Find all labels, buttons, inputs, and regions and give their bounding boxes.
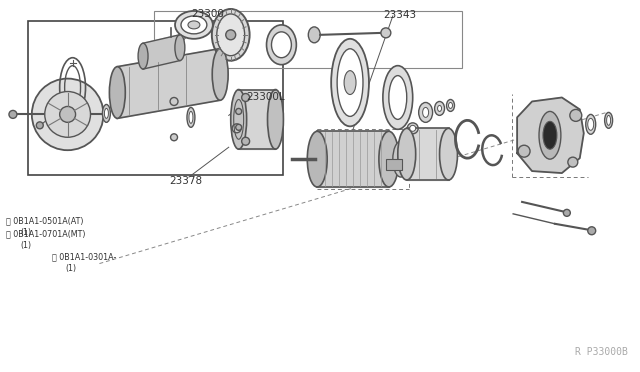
Text: Ⓑ 0B1A1-0501A(AT): Ⓑ 0B1A1-0501A(AT) [6, 217, 83, 226]
Ellipse shape [422, 108, 429, 118]
Circle shape [407, 123, 418, 134]
Ellipse shape [181, 16, 207, 34]
Text: 23300: 23300 [191, 9, 224, 19]
Polygon shape [407, 128, 449, 180]
Ellipse shape [102, 105, 110, 122]
Ellipse shape [189, 112, 193, 124]
Ellipse shape [337, 49, 363, 116]
Ellipse shape [449, 102, 452, 108]
Circle shape [568, 157, 578, 167]
Ellipse shape [331, 39, 369, 126]
Ellipse shape [393, 141, 409, 177]
Ellipse shape [435, 102, 445, 115]
Polygon shape [117, 48, 220, 118]
Ellipse shape [138, 43, 148, 69]
Circle shape [232, 124, 241, 133]
Circle shape [563, 209, 570, 217]
Circle shape [60, 106, 76, 122]
Circle shape [242, 137, 250, 145]
Ellipse shape [588, 118, 594, 130]
Ellipse shape [344, 71, 356, 94]
Ellipse shape [175, 35, 185, 61]
Circle shape [236, 108, 242, 115]
Circle shape [45, 92, 90, 137]
Ellipse shape [109, 67, 125, 118]
Circle shape [226, 30, 236, 40]
Ellipse shape [217, 14, 244, 56]
Polygon shape [143, 35, 180, 69]
Ellipse shape [266, 25, 296, 65]
Circle shape [236, 124, 242, 130]
Circle shape [588, 227, 596, 235]
Circle shape [518, 145, 530, 157]
Ellipse shape [175, 11, 213, 39]
Circle shape [9, 110, 17, 118]
Ellipse shape [187, 108, 195, 127]
Ellipse shape [383, 66, 413, 129]
Ellipse shape [188, 21, 200, 29]
Ellipse shape [308, 27, 320, 43]
Text: 23300L: 23300L [246, 93, 285, 102]
Circle shape [410, 125, 416, 131]
Ellipse shape [447, 99, 454, 112]
Circle shape [170, 97, 178, 105]
Circle shape [570, 109, 582, 121]
Polygon shape [517, 97, 584, 173]
Ellipse shape [543, 121, 557, 149]
Text: Ⓑ 0B1A1-0701A(MT): Ⓑ 0B1A1-0701A(MT) [6, 230, 86, 239]
Polygon shape [239, 90, 275, 149]
Ellipse shape [440, 128, 458, 180]
Ellipse shape [212, 9, 250, 61]
Ellipse shape [230, 90, 246, 149]
Ellipse shape [271, 32, 291, 58]
Text: Ⓑ 0B1A1-0301A-: Ⓑ 0B1A1-0301A- [52, 253, 116, 262]
Ellipse shape [419, 102, 433, 122]
Circle shape [242, 93, 250, 102]
Ellipse shape [212, 48, 228, 100]
Ellipse shape [586, 115, 596, 134]
Ellipse shape [104, 108, 108, 118]
Ellipse shape [605, 112, 612, 128]
Bar [28, 21, 284, 175]
Text: (1): (1) [20, 241, 31, 250]
Circle shape [381, 28, 391, 38]
Text: (1): (1) [66, 263, 77, 273]
Ellipse shape [389, 76, 407, 119]
Ellipse shape [307, 131, 327, 187]
Bar [154, 11, 463, 68]
Text: (1): (1) [20, 228, 31, 237]
Ellipse shape [438, 105, 442, 112]
Polygon shape [317, 131, 389, 187]
Ellipse shape [398, 128, 416, 180]
Bar [386, 159, 402, 170]
Ellipse shape [268, 90, 284, 149]
Circle shape [170, 134, 177, 141]
Ellipse shape [607, 115, 611, 125]
Ellipse shape [539, 112, 561, 159]
Circle shape [36, 122, 44, 129]
Circle shape [32, 78, 104, 150]
Text: 23378: 23378 [169, 176, 202, 186]
Ellipse shape [379, 131, 399, 187]
Text: R P33000B: R P33000B [575, 347, 628, 357]
Text: 23343: 23343 [383, 10, 416, 20]
